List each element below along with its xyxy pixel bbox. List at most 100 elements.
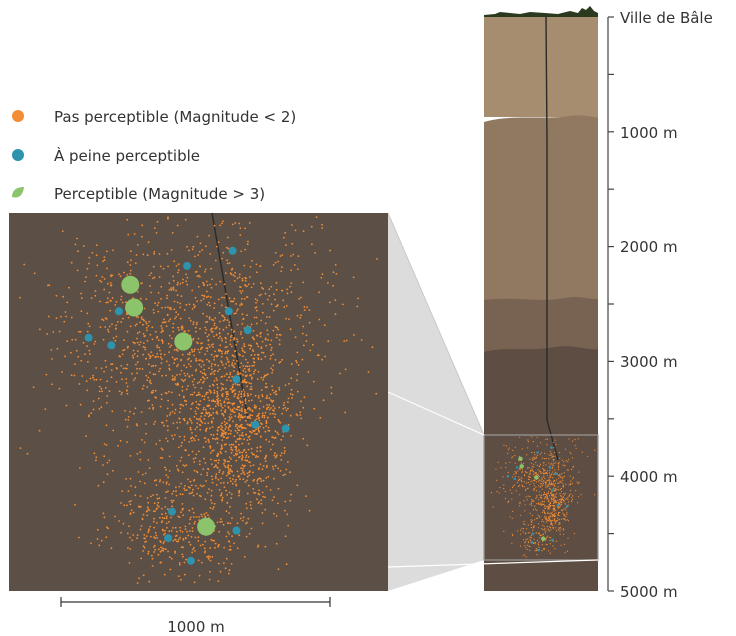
seismic-event-dot bbox=[111, 363, 114, 365]
seismic-event-dot bbox=[265, 456, 267, 458]
seismic-event-dot bbox=[190, 403, 193, 406]
seismic-event-dot bbox=[275, 288, 278, 291]
seismic-event-dot bbox=[205, 280, 208, 283]
seismic-event-dot bbox=[238, 443, 240, 446]
seismic-event-dot bbox=[211, 362, 213, 365]
seismic-event-dot bbox=[185, 400, 188, 403]
seismic-event-dot bbox=[120, 298, 122, 301]
mini-seismic-event-dot bbox=[571, 469, 573, 471]
seismic-event-dot bbox=[156, 344, 159, 347]
seismic-event-dot bbox=[243, 345, 246, 348]
seismic-event-dot bbox=[110, 300, 112, 302]
seismic-event-dot bbox=[89, 377, 92, 380]
seismic-event-dot bbox=[139, 341, 142, 343]
seismic-event-dot bbox=[268, 316, 271, 318]
seismic-event-dot bbox=[254, 433, 256, 435]
seismic-event-dot bbox=[180, 511, 182, 514]
seismic-event-dot bbox=[270, 399, 272, 401]
seismic-event-dot bbox=[176, 224, 179, 227]
mini-seismic-event-dot bbox=[531, 501, 533, 503]
seismic-event-dot bbox=[244, 398, 247, 401]
mini-seismic-event-dot bbox=[535, 517, 538, 520]
seismic-event-dot bbox=[227, 471, 230, 474]
mini-seismic-event-dot bbox=[505, 466, 507, 469]
seismic-event-dot bbox=[356, 305, 359, 308]
mini-seismic-event-dot bbox=[530, 503, 533, 505]
seismic-event-dot bbox=[225, 293, 228, 295]
mini-perceptible-event bbox=[518, 456, 523, 461]
seismic-event-dot bbox=[313, 407, 316, 410]
seismic-event-dot bbox=[267, 406, 270, 408]
seismic-event-dot bbox=[178, 485, 181, 488]
seismic-event-dot bbox=[86, 345, 88, 348]
mini-seismic-event-dot bbox=[533, 525, 535, 527]
seismic-event-dot bbox=[221, 412, 223, 415]
seismic-event-dot bbox=[158, 548, 160, 551]
mini-seismic-event-dot bbox=[529, 512, 531, 514]
seismic-event-dot bbox=[239, 409, 241, 412]
seismic-event-dot bbox=[168, 334, 171, 337]
seismic-event-dot bbox=[200, 387, 203, 389]
mini-seismic-event-dot bbox=[553, 499, 555, 502]
seismic-event-dot bbox=[147, 363, 150, 366]
seismic-event-dot bbox=[26, 452, 29, 455]
seismic-event-dot bbox=[153, 502, 156, 505]
seismic-event-dot bbox=[308, 309, 311, 311]
seismic-event-dot bbox=[79, 467, 81, 469]
seismic-event-dot bbox=[252, 330, 255, 332]
mini-seismic-event-dot bbox=[555, 502, 557, 504]
seismic-event-dot bbox=[230, 328, 233, 331]
seismic-event-dot bbox=[103, 259, 106, 261]
mini-seismic-event-dot bbox=[554, 516, 556, 518]
seismic-event-dot bbox=[235, 448, 237, 451]
seismic-event-dot bbox=[181, 353, 184, 356]
seismic-event-dot bbox=[195, 412, 198, 415]
seismic-event-dot bbox=[177, 281, 179, 284]
seismic-event-dot bbox=[223, 462, 225, 465]
seismic-event-dot bbox=[280, 270, 283, 273]
seismic-event-dot bbox=[270, 339, 273, 342]
seismic-event-dot bbox=[210, 421, 213, 424]
seismic-event-dot bbox=[246, 314, 248, 317]
mini-seismic-event-dot bbox=[545, 498, 547, 500]
seismic-event-dot bbox=[236, 396, 239, 398]
mini-seismic-event-dot bbox=[507, 449, 509, 451]
mini-seismic-event-dot bbox=[540, 472, 543, 474]
barely-perceptible-event bbox=[228, 246, 237, 255]
seismic-event-dot bbox=[102, 481, 105, 484]
seismic-event-dot bbox=[261, 311, 264, 314]
seismic-event-dot bbox=[238, 383, 241, 386]
mini-seismic-event-dot bbox=[575, 490, 577, 492]
seismic-event-dot bbox=[186, 358, 189, 361]
mini-seismic-event-dot bbox=[553, 441, 555, 443]
mini-seismic-event-dot bbox=[521, 481, 523, 483]
mini-seismic-event-dot bbox=[556, 482, 559, 484]
seismic-event-dot bbox=[274, 464, 277, 467]
seismic-event-dot bbox=[186, 530, 188, 533]
seismic-event-dot bbox=[236, 423, 238, 426]
seismic-event-dot bbox=[303, 305, 306, 308]
seismic-event-dot bbox=[229, 343, 232, 346]
seismic-event-dot bbox=[183, 396, 185, 399]
seismic-event-dot bbox=[305, 340, 308, 342]
seismic-event-dot bbox=[158, 497, 161, 500]
seismic-event-dot bbox=[219, 399, 222, 402]
seismic-event-dot bbox=[173, 260, 176, 263]
seismic-event-dot bbox=[223, 410, 226, 413]
seismic-event-dot bbox=[228, 321, 231, 324]
mini-seismic-event-dot bbox=[571, 482, 573, 485]
seismic-event-dot bbox=[226, 402, 229, 404]
seismic-event-dot bbox=[176, 283, 179, 286]
seismic-event-dot bbox=[225, 489, 228, 492]
seismic-event-dot bbox=[267, 333, 269, 336]
seismic-event-dot bbox=[93, 452, 96, 455]
mini-perceptible-event bbox=[519, 464, 524, 469]
seismic-event-dot bbox=[210, 414, 213, 416]
seismic-event-dot bbox=[238, 449, 240, 452]
seismic-event-dot bbox=[136, 337, 138, 340]
seismic-event-dot bbox=[203, 372, 206, 375]
seismic-event-dot bbox=[189, 486, 191, 489]
seismic-event-dot bbox=[224, 397, 227, 400]
mini-seismic-event-dot bbox=[553, 502, 556, 504]
seismic-event-dot bbox=[174, 376, 176, 378]
